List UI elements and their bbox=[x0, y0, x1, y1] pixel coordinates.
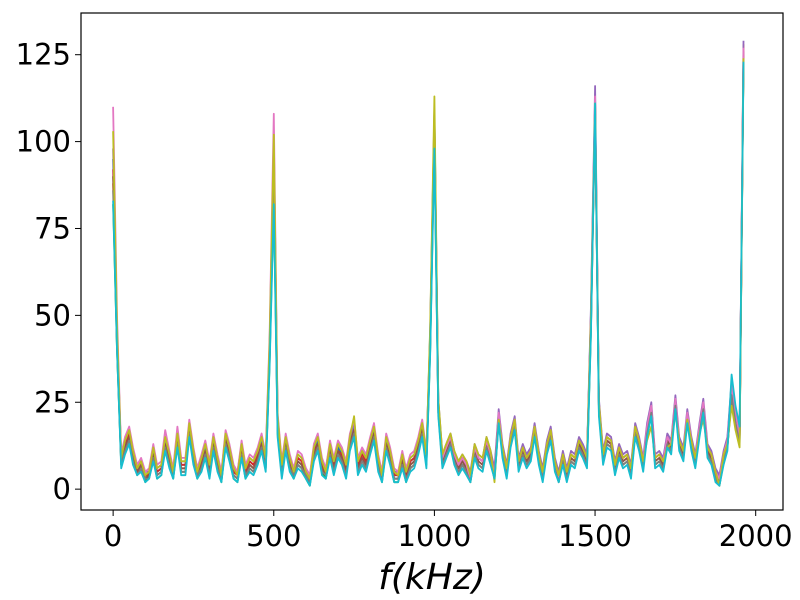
series-group bbox=[112, 40, 745, 487]
x-tick-label: 500 bbox=[246, 519, 301, 553]
y-tick-label: 25 bbox=[34, 385, 71, 419]
x-tick-label: 1500 bbox=[558, 519, 632, 553]
y-tick-label: 0 bbox=[53, 472, 71, 506]
series-line-10 bbox=[112, 61, 745, 487]
x-axis-label: f(kHz) bbox=[378, 557, 486, 598]
x-tick-label: 1000 bbox=[398, 519, 472, 553]
y-tick-label: 50 bbox=[34, 298, 71, 332]
x-tick-label: 2000 bbox=[719, 519, 793, 553]
x-axis-ticks: 0 500 1000 1500 2000 bbox=[104, 510, 793, 553]
y-tick-label: 75 bbox=[34, 211, 71, 245]
y-tick-label: 100 bbox=[16, 125, 71, 159]
x-tick-label: 0 bbox=[104, 519, 122, 553]
plot-frame bbox=[80, 12, 784, 511]
y-axis-ticks: 0 25 50 75 100 125 bbox=[16, 38, 81, 506]
y-tick-label: 125 bbox=[16, 38, 71, 72]
